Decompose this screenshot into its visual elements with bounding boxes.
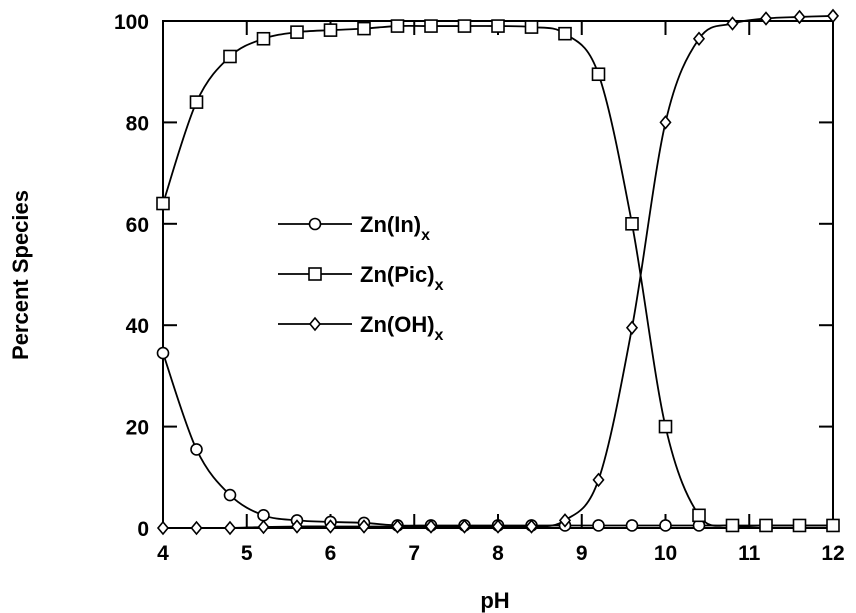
legend-marker-zn-pic [308, 267, 322, 281]
x-tick-label: 4 [157, 542, 169, 565]
data-point-zn-oh [190, 520, 203, 536]
data-point-zn-pic [692, 508, 706, 523]
series-line-zn-oh [163, 15, 834, 529]
data-point-zn-pic [457, 19, 472, 33]
data-point-zn-in [257, 509, 270, 522]
data-point-zn-oh [692, 31, 706, 46]
plot-frame [162, 20, 834, 529]
x-axis-label: pH [480, 588, 509, 613]
data-point-zn-oh [525, 519, 538, 534]
series-line-zn-pic [162, 24, 833, 528]
data-point-zn-oh [324, 519, 337, 534]
data-point-zn-oh [659, 115, 672, 130]
data-point-zn-pic [189, 95, 204, 109]
x-tick-label: 8 [492, 542, 504, 565]
x-tick-label: 7 [408, 542, 420, 565]
data-point-zn-oh [558, 513, 572, 528]
plot-area: 4 5 6 7 8 9 10 11 12 0 20 40 60 80 100 [114, 11, 845, 565]
data-point-zn-pic [223, 49, 237, 64]
data-point-zn-in [625, 519, 639, 532]
data-point-zn-oh [223, 520, 237, 536]
data-point-zn-pic [156, 196, 170, 211]
data-point-zn-oh [592, 472, 605, 488]
data-point-zn-pic [390, 19, 405, 33]
x-tick-label: 6 [325, 542, 337, 565]
data-point-zn-pic [625, 217, 639, 231]
data-point-zn-pic [256, 31, 271, 46]
data-point-zn-pic [491, 19, 505, 33]
legend-marker-zn-in [308, 217, 322, 231]
data-point-zn-pic [323, 23, 338, 37]
data-point-zn-oh [257, 519, 270, 535]
data-point-zn-oh [357, 519, 371, 534]
data-point-zn-pic [591, 67, 606, 82]
data-point-zn-in [156, 346, 170, 360]
y-tick-label: 100 [114, 11, 149, 34]
data-point-zn-oh [290, 519, 304, 534]
data-point-zn-oh [391, 519, 404, 534]
data-point-zn-in [190, 443, 203, 456]
data-point-zn-pic [424, 19, 438, 33]
y-tick-label: 60 [126, 214, 149, 237]
data-point-zn-oh [793, 9, 806, 25]
y-axis-label: Percent Species [8, 190, 33, 360]
legend-label-zn-oh: Zn(OH)x [360, 312, 444, 344]
data-point-zn-oh [625, 320, 639, 335]
data-point-zn-oh [491, 519, 505, 534]
series-layer [156, 8, 840, 536]
series-line-zn-in [162, 352, 833, 527]
data-point-zn-in [659, 519, 672, 532]
data-point-zn-oh [458, 519, 471, 534]
legend: Zn(In)x Zn(Pic)x Zn(OH)x [278, 212, 444, 344]
y-tick-label: 40 [126, 315, 149, 338]
data-point-zn-pic [290, 25, 304, 39]
data-point-zn-pic [524, 20, 539, 34]
legend-marker-zn-oh [308, 316, 322, 332]
data-point-zn-oh [759, 11, 773, 26]
data-point-zn-oh [424, 519, 438, 534]
series-zn-pic [156, 19, 840, 533]
data-point-zn-pic [792, 518, 807, 533]
data-point-zn-oh [726, 16, 739, 31]
data-point-zn-in [223, 488, 237, 502]
data-point-zn-in [592, 519, 605, 532]
legend-label-zn-pic: Zn(Pic)x [360, 262, 444, 294]
y-tick-label: 0 [137, 518, 149, 541]
data-point-zn-pic [658, 419, 673, 434]
x-tick-label: 10 [654, 542, 677, 565]
data-point-zn-pic [759, 518, 773, 533]
data-point-zn-pic [826, 518, 840, 533]
series-zn-in [156, 346, 840, 532]
y-tick-label: 20 [126, 417, 149, 440]
series-zn-oh [156, 8, 840, 536]
x-tick-label: 5 [241, 542, 253, 565]
x-tick-label: 11 [738, 542, 761, 565]
legend-label-zn-in: Zn(In)x [360, 212, 430, 244]
data-point-zn-pic [725, 518, 740, 533]
x-tick-label: 9 [576, 542, 588, 565]
data-point-zn-oh [156, 520, 170, 536]
x-tick-label: 12 [821, 542, 844, 565]
y-tick-label: 80 [126, 112, 149, 135]
data-point-zn-oh [826, 8, 840, 24]
data-point-zn-pic [357, 21, 371, 36]
data-point-zn-pic [558, 26, 572, 41]
